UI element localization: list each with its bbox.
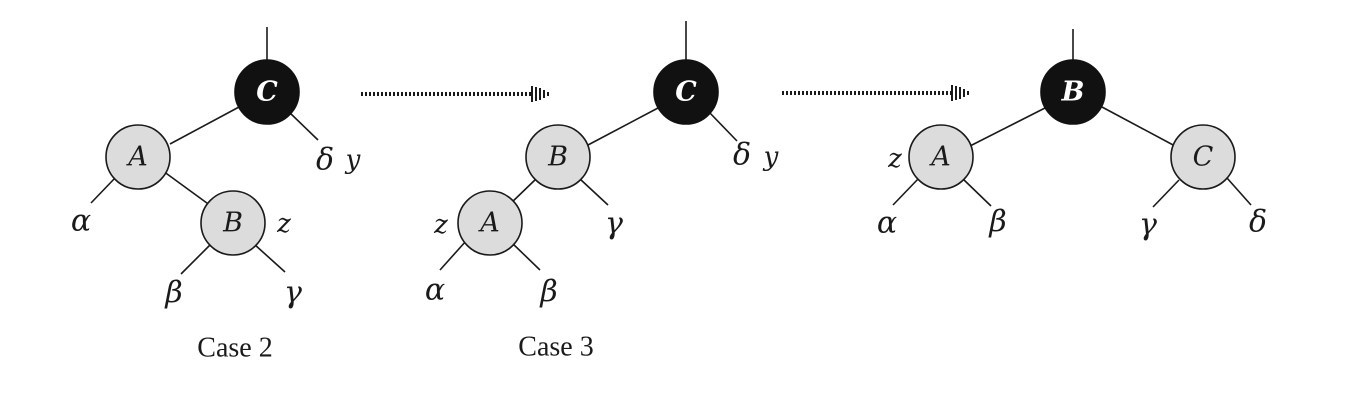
node-a-label: A bbox=[928, 142, 951, 173]
subtree-alpha: α bbox=[425, 273, 445, 308]
node-c-label: C bbox=[675, 77, 697, 108]
node-b: B bbox=[1040, 59, 1106, 125]
node-c: C bbox=[653, 59, 719, 125]
node-a: A bbox=[908, 124, 974, 190]
node-a: A bbox=[105, 124, 171, 190]
node-b-label: B bbox=[222, 208, 243, 239]
node-a-label: A bbox=[125, 142, 148, 173]
caption-case-3: Case 3 bbox=[518, 332, 593, 363]
node-c: C bbox=[234, 59, 300, 125]
subtree-delta: δ bbox=[1249, 205, 1267, 240]
node-c-label: C bbox=[256, 77, 278, 108]
subtree-beta: β bbox=[539, 275, 557, 310]
subtree-alpha: α bbox=[877, 206, 897, 241]
arrow-right-2 bbox=[782, 85, 969, 101]
pointer-z: z bbox=[433, 210, 448, 240]
subtree-beta: β bbox=[164, 276, 182, 311]
panel-case-2: C A B α β γ δ y z Case 2 bbox=[71, 27, 361, 364]
node-c: C bbox=[1170, 124, 1236, 190]
panel-2-edges bbox=[439, 21, 738, 271]
subtree-gamma: γ bbox=[284, 276, 302, 311]
pointer-z: z bbox=[887, 144, 902, 174]
subtree-delta: δ bbox=[316, 143, 334, 178]
panel-result: B A C α β γ δ z bbox=[877, 29, 1267, 243]
node-b: B bbox=[525, 124, 591, 190]
node-c-label: C bbox=[1193, 142, 1214, 173]
panel-1-edges bbox=[90, 27, 319, 275]
node-a-label: A bbox=[477, 208, 500, 239]
panel-3-edges bbox=[892, 29, 1252, 208]
arrow-right-1 bbox=[361, 86, 549, 102]
subtree-delta: δ bbox=[733, 138, 751, 173]
node-a: A bbox=[457, 190, 523, 256]
pointer-z: z bbox=[276, 209, 291, 239]
subtree-gamma: γ bbox=[605, 207, 623, 242]
subtree-alpha: α bbox=[71, 204, 91, 239]
pointer-y: y bbox=[763, 142, 779, 172]
node-b-label: B bbox=[547, 142, 568, 173]
caption-case-2: Case 2 bbox=[197, 333, 272, 364]
node-b: B bbox=[200, 190, 266, 256]
subtree-gamma: γ bbox=[1139, 208, 1157, 243]
subtree-beta: β bbox=[988, 205, 1006, 240]
node-b-label: B bbox=[1061, 77, 1085, 108]
panel-case-3: C B A α β γ δ y z Case 3 bbox=[425, 21, 779, 363]
pointer-y: y bbox=[345, 145, 361, 175]
